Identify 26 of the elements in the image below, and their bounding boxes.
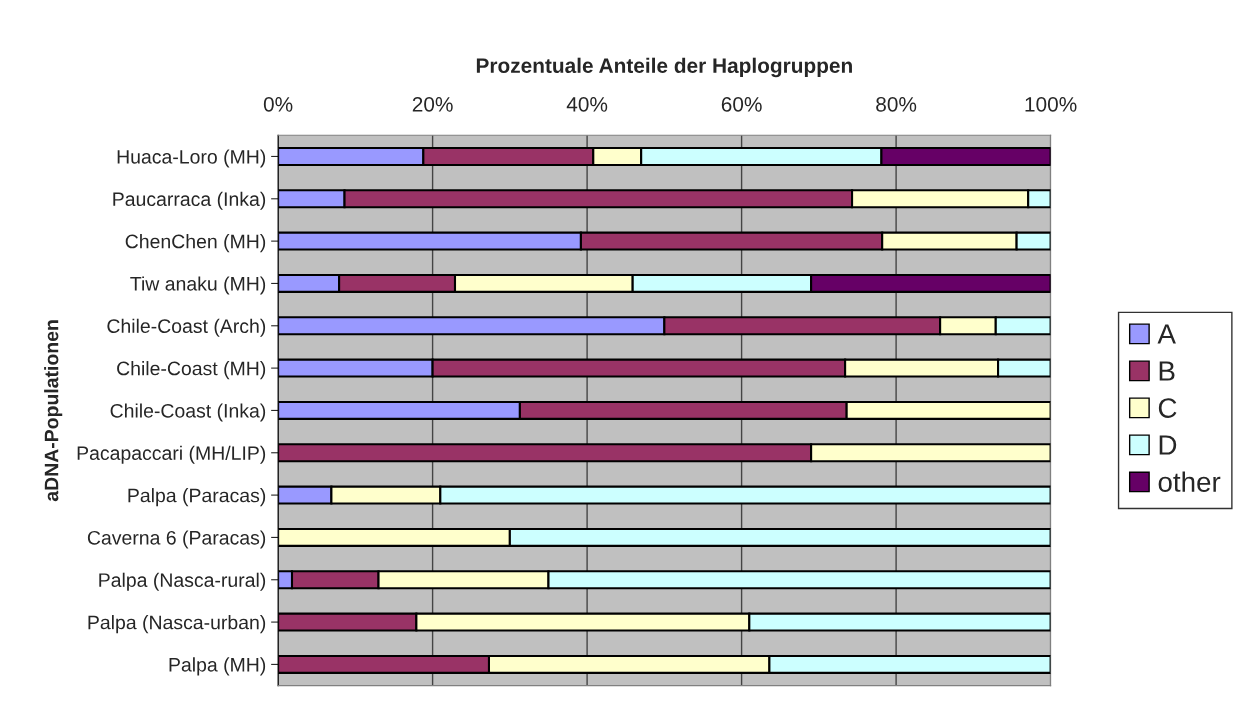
y-tick-label: ChenChen (MH): [125, 234, 266, 253]
legend-label: A: [1157, 324, 1176, 344]
y-tick-label: Palpa (Nasca-rural): [99, 572, 266, 591]
x-tick-label: 0%: [263, 96, 293, 112]
y-tick-label: Tiw anaku (MH): [130, 276, 266, 295]
chart-title: Prozentuale Anteile der Haplogruppen: [476, 57, 852, 78]
y-tick-label: Palpa (Paracas): [128, 488, 266, 507]
y-tick-label: Palpa (Nasca-urban): [88, 615, 266, 634]
x-tick-label: 40%: [566, 96, 608, 112]
y-tick-label: Chile-Coast (Inka): [110, 403, 266, 422]
legend-label: D: [1159, 435, 1177, 455]
legend-label: other: [1158, 471, 1221, 492]
x-tick-label: 60%: [721, 96, 762, 112]
y-tick-label: Chile-Coast (Arch): [107, 318, 266, 337]
y-tick-label: Chile-Coast (MH): [117, 361, 266, 380]
x-tick-label: 100%: [1025, 96, 1077, 112]
y-tick-label: Pacapaccari (MH/LIP): [77, 445, 266, 464]
y-axis-title: aDNA-Populationen: [44, 320, 63, 502]
legend-label: B: [1159, 361, 1175, 381]
legend-label: C: [1158, 398, 1177, 418]
y-tick-label: Caverna 6 (Paracas): [87, 530, 266, 549]
x-tick-label: 20%: [412, 96, 453, 112]
x-tick-label: 80%: [876, 96, 917, 112]
y-tick-label: Huaca-Loro (MH): [117, 149, 266, 168]
y-tick-label: Paucarraca (Inka): [113, 191, 266, 210]
y-tick-label: Palpa (MH): [169, 657, 266, 676]
